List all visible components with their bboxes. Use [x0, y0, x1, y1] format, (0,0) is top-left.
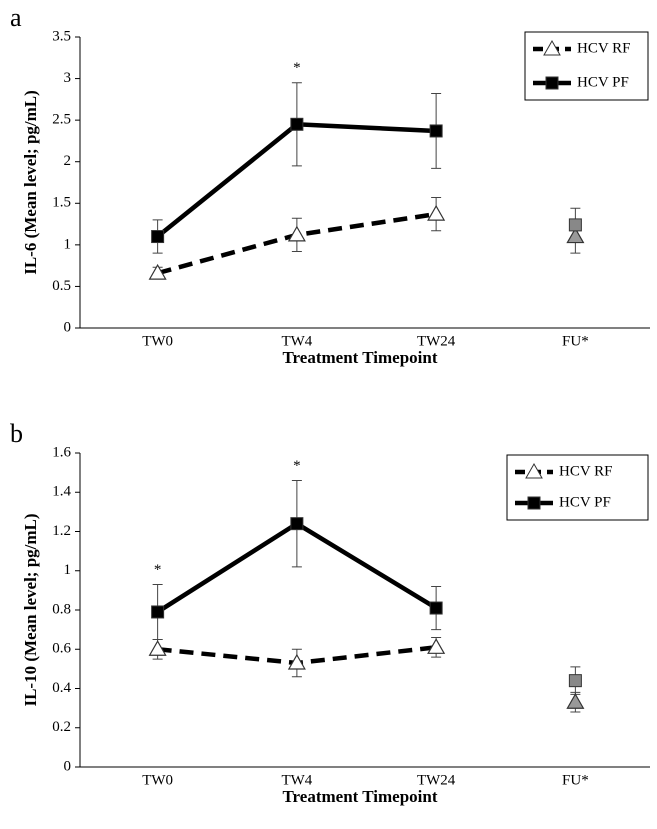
legend-label: HCV RF — [577, 40, 631, 56]
marker — [290, 517, 304, 531]
y-tick-label: 3 — [64, 70, 72, 86]
marker — [290, 117, 304, 131]
x-tick-label: TW24 — [417, 772, 456, 788]
y-tick-label: 1.6 — [52, 444, 71, 460]
y-tick-label: 0 — [64, 319, 72, 335]
y-axis-label: IL-6 (Mean level; pg/mL) — [21, 90, 40, 275]
marker — [568, 674, 582, 688]
legend-label: HCV PF — [577, 74, 629, 90]
marker — [148, 263, 167, 280]
legend-marker — [525, 462, 543, 479]
marker — [568, 218, 582, 232]
x-axis-label: Treatment Timepoint — [282, 348, 437, 367]
x-tick-label: FU* — [562, 333, 589, 349]
marker — [287, 225, 306, 242]
legend-marker — [543, 39, 561, 56]
x-tick-label: TW0 — [142, 333, 173, 349]
panel-label: a — [10, 3, 22, 32]
y-tick-label: 3.5 — [52, 28, 71, 44]
legend-marker — [545, 76, 559, 90]
x-axis-label: Treatment Timepoint — [282, 787, 437, 806]
x-tick-label: TW4 — [281, 333, 312, 349]
marker — [566, 693, 585, 709]
marker — [287, 653, 306, 670]
y-tick-label: 0 — [64, 758, 72, 774]
marker — [427, 638, 446, 654]
marker — [429, 601, 443, 615]
marker — [427, 204, 446, 221]
y-tick-label: 1 — [64, 236, 72, 252]
y-tick-label: 2.5 — [52, 112, 71, 128]
y-tick-label: 0.8 — [52, 601, 71, 617]
panel-label: b — [10, 419, 23, 448]
x-tick-label: TW4 — [281, 772, 312, 788]
y-tick-label: 2 — [64, 153, 72, 169]
x-tick-label: TW24 — [417, 333, 456, 349]
y-tick-label: 1.4 — [52, 484, 71, 500]
marker — [429, 124, 443, 138]
y-tick-label: 1.2 — [52, 523, 71, 539]
significance-marker: * — [293, 458, 301, 474]
significance-marker: * — [154, 562, 162, 578]
x-tick-label: TW0 — [142, 772, 173, 788]
marker — [566, 227, 585, 244]
x-tick-label: FU* — [562, 772, 589, 788]
legend-label: HCV PF — [559, 494, 611, 510]
legend-label: HCV RF — [559, 463, 613, 479]
y-tick-label: 1 — [64, 562, 72, 578]
y-tick-label: 1.5 — [52, 195, 71, 211]
legend-marker — [527, 496, 541, 510]
marker — [151, 230, 165, 244]
marker — [151, 605, 165, 619]
significance-marker: * — [293, 60, 301, 76]
y-axis-label: IL-10 (Mean level; pg/mL) — [21, 513, 40, 706]
y-tick-label: 0.5 — [52, 278, 71, 294]
y-tick-label: 0.2 — [52, 719, 71, 735]
y-tick-label: 0.6 — [52, 641, 71, 657]
marker — [148, 640, 167, 656]
y-tick-label: 0.4 — [52, 680, 71, 696]
